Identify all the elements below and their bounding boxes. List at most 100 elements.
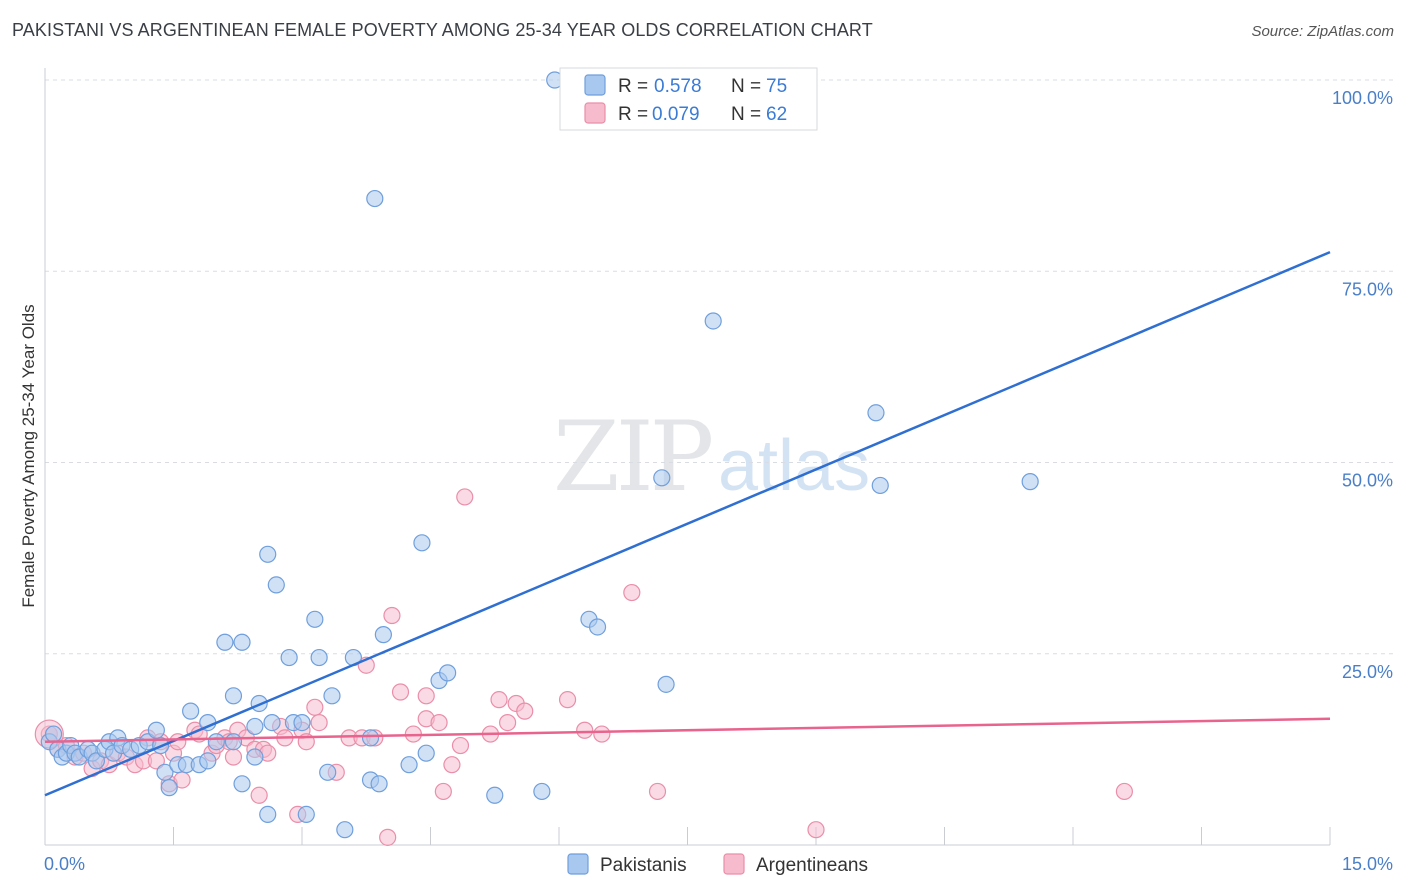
pakistanis-point-47 bbox=[306, 610, 324, 628]
argentineans-point-66 bbox=[1115, 782, 1134, 801]
stats-swatch-pakistanis bbox=[584, 74, 606, 96]
argentineans-point-56 bbox=[490, 691, 508, 709]
pakistanis-point-1 bbox=[44, 725, 63, 743]
chart-source: Source: ZipAtlas.com bbox=[1251, 23, 1394, 40]
pakistanis-point-31 bbox=[224, 733, 243, 751]
pakistanis-point-50 bbox=[336, 821, 354, 839]
pakistanis-point-33 bbox=[233, 633, 251, 651]
pakistanis-point-34 bbox=[233, 775, 251, 793]
pakistanis-point-38 bbox=[259, 545, 277, 563]
x-tick-label-max: 15.0% bbox=[1342, 854, 1393, 874]
argentineans-trend-line bbox=[44, 717, 1331, 743]
pakistanis-point-27 bbox=[199, 752, 217, 770]
pakistanis-point-59 bbox=[417, 744, 435, 762]
pakistanis-point-36 bbox=[246, 717, 264, 736]
pakistanis-point-71 bbox=[867, 404, 885, 422]
legend: Pakistanis Argentineans bbox=[567, 853, 868, 876]
pakistanis-point-30 bbox=[216, 633, 234, 651]
argentineans-point-53 bbox=[451, 736, 470, 755]
chart-title: PAKISTANI VS ARGENTINEAN FEMALE POVERTY … bbox=[12, 20, 873, 40]
y-axis-tick-labels: 25.0% 50.0% 75.0% 100.0% bbox=[1332, 88, 1393, 682]
pakistanis-point-57 bbox=[400, 756, 418, 774]
argentineans-point-62 bbox=[593, 725, 611, 743]
argentineans-point-25 bbox=[224, 748, 243, 766]
argentineans-points bbox=[34, 488, 1134, 846]
argentineans-point-61 bbox=[576, 721, 594, 739]
stats-n-label-argentineans: N = bbox=[731, 104, 761, 125]
stats-swatch-argentineans bbox=[584, 102, 606, 124]
pakistanis-point-69 bbox=[657, 675, 675, 693]
y-tick-label-50: 50.0% bbox=[1342, 471, 1393, 491]
argentineans-point-45 bbox=[383, 606, 401, 625]
argentineans-point-57 bbox=[499, 713, 517, 732]
pakistanis-point-35 bbox=[246, 748, 264, 766]
argentineans-point-59 bbox=[516, 702, 534, 720]
pakistanis-point-55 bbox=[370, 775, 388, 793]
argentineans-point-38 bbox=[310, 713, 328, 732]
argentineans-point-50 bbox=[430, 713, 448, 732]
y-tick-label-75: 75.0% bbox=[1342, 279, 1393, 299]
argentineans-point-51 bbox=[434, 782, 452, 801]
argentineans-point-65 bbox=[807, 821, 825, 839]
stats-n-value-argentineans: 62 bbox=[766, 104, 787, 125]
pakistanis-point-40 bbox=[259, 805, 277, 824]
pakistanis-point-44 bbox=[293, 713, 311, 732]
pakistanis-point-45 bbox=[297, 805, 315, 824]
x-axis-ticks bbox=[44, 827, 1331, 845]
argentineans-point-52 bbox=[443, 756, 461, 774]
pakistanis-point-56 bbox=[374, 626, 392, 644]
pakistanis-point-70 bbox=[704, 312, 722, 330]
pakistanis-point-63 bbox=[533, 782, 551, 801]
pakistanis-point-62 bbox=[486, 786, 504, 804]
argentineans-point-64 bbox=[648, 782, 667, 801]
pakistanis-point-72 bbox=[871, 476, 889, 495]
pakistanis-point-19 bbox=[147, 721, 165, 739]
watermark-atlas: atlas bbox=[718, 426, 870, 506]
legend-label-argentineans: Argentineans bbox=[756, 855, 868, 876]
y-tick-label-100: 100.0% bbox=[1332, 88, 1393, 108]
watermark-zip: ZIP bbox=[553, 401, 712, 513]
stats-box: R = 0.578 N = 75 R = 0.079 N = 62 bbox=[559, 67, 818, 131]
pakistanis-point-41 bbox=[263, 713, 281, 732]
y-tick-label-25: 25.0% bbox=[1342, 662, 1393, 682]
argentineans-point-48 bbox=[417, 687, 435, 705]
legend-swatch-argentineans bbox=[723, 853, 745, 875]
pakistanis-point-73 bbox=[1021, 473, 1039, 491]
pakistanis-point-46 bbox=[310, 648, 328, 667]
argentineans-point-63 bbox=[623, 583, 641, 602]
pakistanis-point-66 bbox=[588, 618, 607, 636]
argentineans-point-46 bbox=[391, 683, 410, 701]
x-tick-label-min: 0.0% bbox=[44, 854, 85, 874]
stats-n-value-pakistanis: 75 bbox=[766, 76, 787, 97]
argentineans-point-44 bbox=[379, 828, 397, 846]
pakistanis-point-53 bbox=[366, 189, 384, 208]
stats-r-value-pakistanis: 0.578 bbox=[654, 76, 702, 97]
pakistanis-point-29 bbox=[207, 733, 225, 751]
pakistanis-point-68 bbox=[653, 469, 671, 487]
pakistanis-point-39 bbox=[267, 576, 285, 594]
pakistanis-point-43 bbox=[280, 648, 298, 667]
argentineans-point-37 bbox=[306, 698, 324, 716]
pakistanis-point-32 bbox=[224, 687, 243, 705]
argentineans-point-54 bbox=[456, 488, 474, 506]
stats-r-value-argentineans: 0.079 bbox=[652, 104, 700, 125]
pakistanis-point-22 bbox=[160, 779, 178, 797]
pakistanis-point-25 bbox=[182, 702, 200, 720]
stats-r-label-pakistanis: R = bbox=[618, 76, 648, 97]
pakistanis-point-49 bbox=[323, 687, 341, 705]
legend-swatch-pakistanis bbox=[567, 853, 589, 875]
pakistanis-point-48 bbox=[319, 763, 337, 781]
pakistanis-trend-line bbox=[44, 250, 1331, 797]
stats-n-label-pakistanis: N = bbox=[731, 76, 761, 97]
pakistanis-point-52 bbox=[361, 729, 380, 747]
pakistanis-point-10 bbox=[87, 752, 106, 770]
pakistanis-points bbox=[40, 71, 1039, 839]
stats-r-label-argentineans: R = bbox=[618, 104, 648, 125]
y-axis-title: Female Poverty Among 25-34 Year Olds bbox=[19, 304, 38, 607]
argentineans-point-60 bbox=[558, 691, 577, 709]
pakistanis-point-58 bbox=[413, 534, 431, 552]
legend-label-pakistanis: Pakistanis bbox=[600, 855, 687, 876]
pakistanis-point-61 bbox=[439, 664, 457, 682]
argentineans-point-30 bbox=[250, 786, 268, 804]
